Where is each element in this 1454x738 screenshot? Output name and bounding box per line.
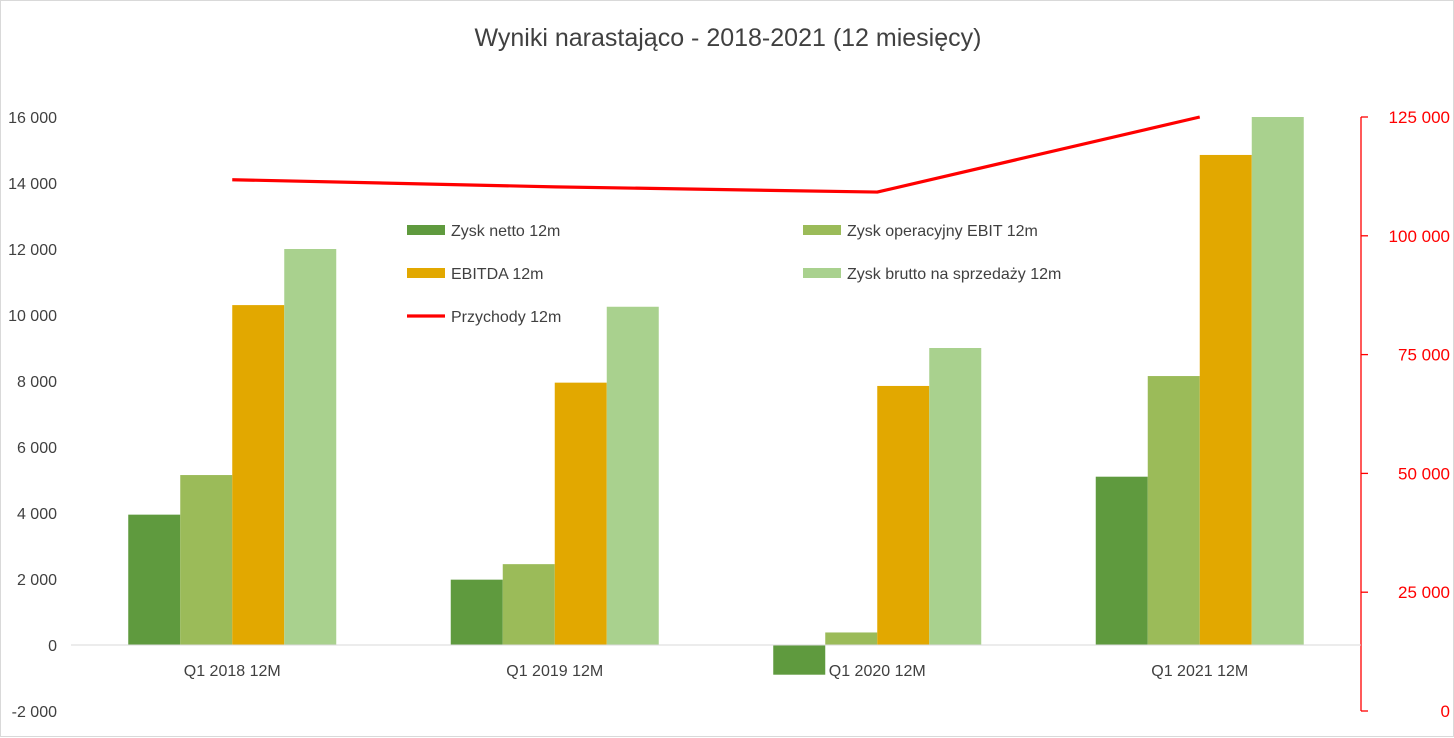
bar-4-2 — [606, 306, 659, 645]
bar-3-3 — [877, 385, 930, 645]
x-category-label: Q1 2021 12M — [1151, 663, 1248, 680]
chart-title: Wyniki narastająco - 2018-2021 (12 miesi… — [475, 24, 982, 52]
bar-2-3 — [825, 632, 878, 645]
x-category-label: Q1 2018 12M — [184, 663, 281, 680]
line-series-1 — [232, 115, 1201, 194]
y-left-tick-label: 8 000 — [17, 374, 57, 391]
bar-3-1 — [232, 305, 285, 645]
bar-2-2 — [502, 564, 555, 645]
bar-3-4 — [1199, 154, 1252, 645]
bar-2-1 — [180, 475, 233, 645]
y-left-tick-label: -2 000 — [12, 704, 57, 721]
y-left-tick-label: 6 000 — [17, 440, 57, 457]
y-left-tick-label: 16 000 — [8, 110, 57, 127]
legend-swatch — [407, 225, 445, 235]
legend-label: Zysk brutto na sprzedaży 12m — [847, 266, 1061, 283]
y-right-tick-label: 50 000 — [1398, 464, 1450, 483]
bar-3-2 — [554, 382, 607, 645]
legend-swatch — [803, 268, 841, 278]
y-left-tick-label: 14 000 — [8, 176, 57, 193]
bar-1-3 — [773, 645, 826, 675]
legend-swatch — [407, 268, 445, 278]
legend-label: Przychody 12m — [451, 309, 561, 326]
bar-2-4 — [1147, 376, 1200, 645]
y-right-tick-label: 125 000 — [1389, 108, 1450, 127]
y-right-tick-label: 100 000 — [1389, 227, 1450, 246]
x-category-label: Q1 2020 12M — [829, 663, 926, 680]
legend-label: EBITDA 12m — [451, 266, 543, 283]
y-right-tick-label: 75 000 — [1398, 346, 1450, 365]
legend-swatch — [803, 225, 841, 235]
legend-label: Zysk operacyjny EBIT 12m — [847, 223, 1038, 240]
bar-1-2 — [450, 579, 503, 645]
bar-1-1 — [128, 514, 181, 645]
bar-1-4 — [1095, 476, 1148, 645]
legend-label: Zysk netto 12m — [451, 223, 560, 240]
y-right-tick-label: 25 000 — [1398, 583, 1450, 602]
bar-4-1 — [284, 249, 337, 645]
y-left-tick-label: 0 — [48, 638, 57, 655]
y-left-tick-label: 2 000 — [17, 572, 57, 589]
y-left-tick-label: 10 000 — [8, 308, 57, 325]
x-category-label: Q1 2019 12M — [506, 663, 603, 680]
bar-4-3 — [929, 348, 982, 645]
y-left-tick-label: 4 000 — [17, 506, 57, 523]
y-left-tick-label: 12 000 — [8, 242, 57, 259]
y-right-tick-label: 0 — [1441, 702, 1450, 721]
bar-4-4 — [1251, 117, 1304, 645]
